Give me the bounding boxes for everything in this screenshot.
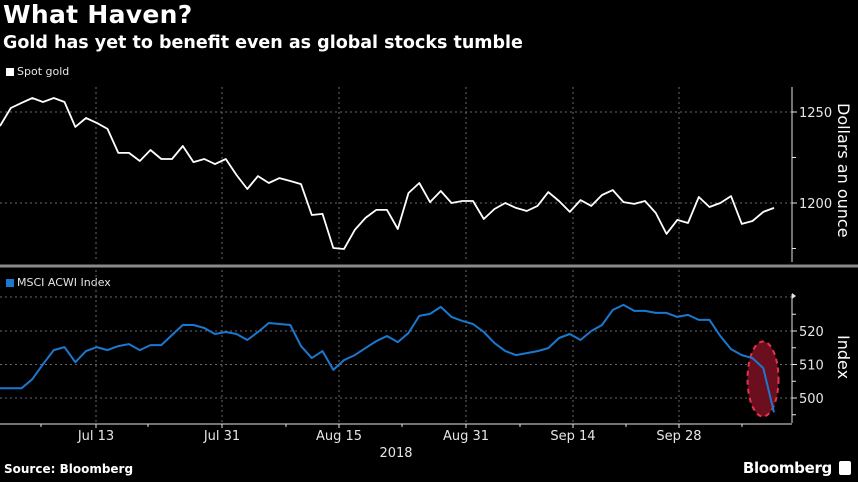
y-tick-label: 1200 bbox=[799, 197, 832, 212]
x-tick-label: Sep 14 bbox=[550, 429, 595, 444]
series-line-gold bbox=[0, 97, 775, 250]
series-line-msci bbox=[0, 303, 775, 413]
legend-swatch-msci bbox=[6, 278, 14, 287]
y-tick-label: 1250 bbox=[799, 106, 832, 121]
chart-subtitle: Gold has yet to benefit even as global s… bbox=[3, 33, 523, 53]
x-tick-label: Aug 15 bbox=[316, 429, 362, 444]
source-note: Source: Bloomberg bbox=[4, 462, 134, 476]
legend-label-gold: Spot gold bbox=[17, 65, 70, 78]
legend-gold: Spot gold bbox=[6, 65, 69, 78]
x-tick-label: Aug 31 bbox=[443, 429, 489, 444]
bloomberg-logo-icon bbox=[839, 461, 851, 475]
x-tick-label: Jul 13 bbox=[77, 429, 114, 444]
highlight-ellipse bbox=[746, 340, 780, 418]
legend-swatch-gold bbox=[6, 67, 14, 76]
brand-logo-text: Bloomberg bbox=[742, 459, 832, 477]
x-tick-label: Sep 28 bbox=[656, 429, 701, 444]
y-axis-label-gold: Dollars an ounce bbox=[834, 103, 853, 238]
y-tick-label: 510 bbox=[799, 359, 824, 374]
y-axis-label-msci: Index bbox=[834, 335, 853, 379]
axis-arrow bbox=[792, 293, 796, 299]
y-tick-label: 500 bbox=[799, 392, 824, 407]
x-axis-year-label: 2018 bbox=[379, 446, 412, 461]
y-tick-label: 520 bbox=[799, 325, 824, 340]
chart-title: What Haven? bbox=[3, 0, 193, 29]
legend-label-msci: MSCI ACWI Index bbox=[17, 276, 111, 289]
legend-msci: MSCI ACWI Index bbox=[6, 276, 111, 289]
x-tick-label: Jul 31 bbox=[203, 429, 240, 444]
